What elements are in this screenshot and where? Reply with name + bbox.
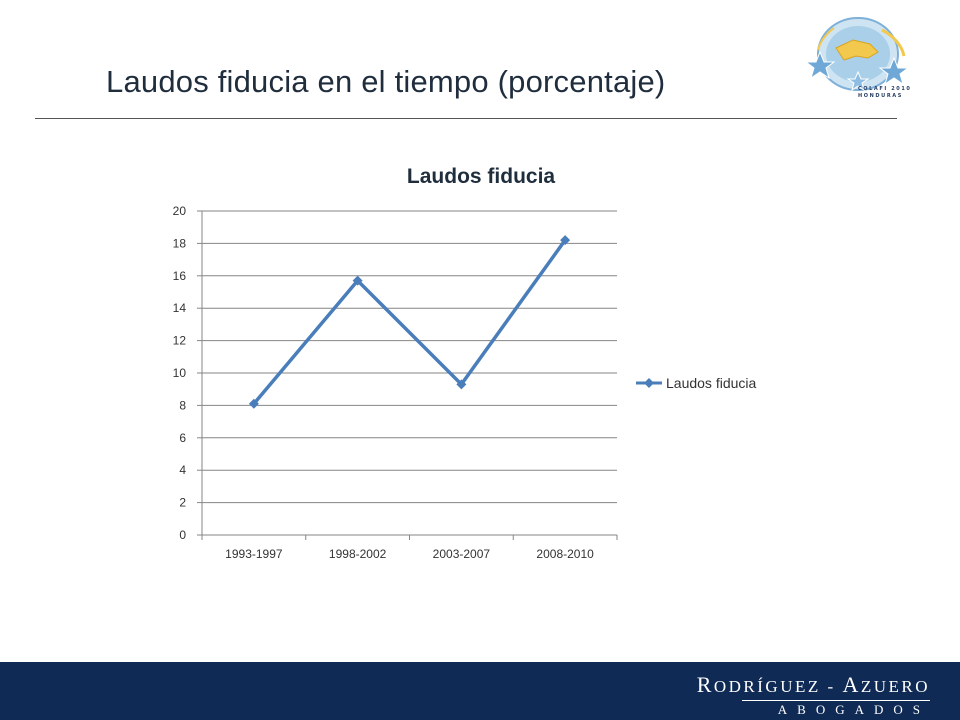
chart-title: Laudos fiducia	[407, 165, 556, 188]
legend: Laudos fiducia	[636, 375, 757, 391]
data-point	[248, 398, 259, 409]
y-tick-label: 4	[179, 463, 186, 477]
gridlines	[202, 210, 617, 536]
y-tick-label: 14	[173, 301, 187, 315]
logo-text-line1: COLAFI 2010	[858, 86, 912, 92]
slide-title: Laudos fiducia en el tiempo (porcentaje)	[106, 64, 666, 99]
series-line	[252, 239, 567, 405]
footer-divider	[742, 700, 930, 701]
y-tick-label: 16	[173, 269, 187, 283]
title-divider	[35, 118, 897, 119]
firm-name-part-2: zuero	[860, 677, 930, 696]
y-tick-label: 8	[179, 398, 186, 412]
firm-name-part-1: odríguez	[713, 677, 821, 696]
series	[248, 235, 571, 409]
firm-name-cap-1: R	[696, 672, 714, 697]
y-tick-label: 0	[179, 528, 186, 542]
firm-name-separator: -	[820, 677, 843, 696]
data-point	[352, 275, 363, 286]
y-tick-label: 20	[173, 204, 187, 218]
data-point	[560, 235, 571, 246]
y-tick-label: 18	[173, 236, 187, 250]
colafi-logo	[804, 17, 910, 92]
x-tick-label: 1993-1997	[225, 547, 283, 561]
firm-subtitle: ABOGADOS	[777, 702, 930, 717]
firm-name-cap-2: A	[842, 672, 861, 697]
axes: 0 2 4 6 8 10 12 14 16 18 20 1993-1997 1998-2002 2003-…	[173, 204, 618, 561]
x-tick-label: 2008-2010	[536, 547, 594, 561]
y-tick-label: 12	[173, 334, 187, 348]
y-tick-label: 2	[179, 496, 186, 510]
data-point	[456, 379, 467, 390]
legend-marker	[644, 378, 654, 388]
y-tick-label: 10	[173, 366, 187, 380]
legend-label: Laudos fiducia	[666, 375, 757, 391]
logo-text-line2: HONDURAS	[858, 93, 903, 99]
y-tick-label: 6	[179, 431, 186, 445]
firm-name: Rodríguez - Azuero	[697, 672, 930, 698]
x-tick-label: 1998-2002	[329, 547, 387, 561]
x-tick-label: 2003-2007	[433, 547, 491, 561]
footer-bar: Rodríguez - Azuero ABOGADOS	[0, 662, 960, 720]
